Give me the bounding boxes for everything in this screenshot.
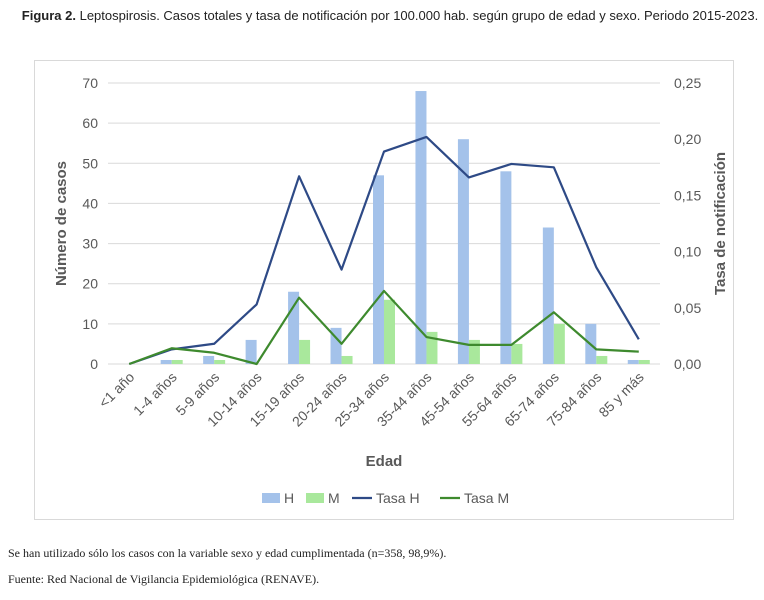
legend-label: M <box>328 490 340 506</box>
y-tick-label: 30 <box>82 236 98 252</box>
bar-M <box>426 331 438 364</box>
x-tick-label: <1 año <box>95 369 137 411</box>
x-tick-label: 1-4 años <box>130 369 180 419</box>
y-tick-label: 50 <box>82 155 98 171</box>
bar-H <box>500 171 512 364</box>
bar-M <box>468 339 480 364</box>
y2-tick-label: 0,10 <box>674 244 701 260</box>
y2-tick-label: 0,20 <box>674 131 701 147</box>
y-axis-title: Número de casos <box>53 161 70 286</box>
y-tick-label: 70 <box>82 75 98 91</box>
legend-swatch <box>306 493 324 503</box>
bar-H <box>330 327 342 364</box>
bar-H <box>288 291 300 364</box>
bar-H <box>160 359 172 364</box>
bar-H <box>203 355 215 364</box>
bar-M <box>299 339 311 364</box>
y2-tick-label: 0,25 <box>674 75 701 91</box>
y-tick-label: 60 <box>82 115 98 131</box>
legend-swatch <box>262 493 280 503</box>
bar-H <box>245 339 257 364</box>
figure-title: Leptospirosis. Casos totales y tasa de n… <box>79 8 759 23</box>
line-tasa-H <box>128 135 640 366</box>
y-tick-label: 40 <box>82 195 98 211</box>
y2-tick-label: 0,15 <box>674 187 701 203</box>
y-tick-label: 0 <box>90 356 98 372</box>
y-tick-label: 20 <box>82 276 98 292</box>
figure-label: Figura 2. <box>21 8 76 23</box>
bar-M <box>596 355 608 364</box>
bar-M <box>638 359 650 364</box>
bar-M <box>511 343 523 364</box>
bar-M <box>553 323 565 364</box>
bar-H <box>627 359 639 364</box>
source-note: Fuente: Red Nacional de Vigilancia Epide… <box>8 572 320 586</box>
legend-label: Tasa H <box>376 490 420 506</box>
bar-H <box>542 227 554 364</box>
bar-H <box>415 91 427 365</box>
bar-M <box>341 355 353 364</box>
bar-M <box>171 359 183 364</box>
y2-tick-label: 0,00 <box>674 356 701 372</box>
footnote: Se han utilizado sólo los casos con la v… <box>8 546 447 560</box>
combo-chart: 0 10 20 30 40 50 60 70 0,00 0,05 0,10 0,15 0,20 0,25 <… <box>53 75 729 506</box>
bar-M <box>384 299 395 364</box>
figure-caption: Figura 2. Leptospirosis. Casos totales y… <box>20 8 760 23</box>
legend-label: Tasa M <box>464 490 509 506</box>
bar-M <box>214 359 226 364</box>
x-axis-title: Edad <box>366 453 403 470</box>
y2-axis-title: Tasa de notificación <box>712 152 729 295</box>
bar-H <box>457 139 469 364</box>
x-tick-label: 85 y más <box>595 369 646 420</box>
line-tasa-M <box>128 289 639 366</box>
y2-tick-label: 0,05 <box>674 300 701 316</box>
y-tick-label: 10 <box>82 316 98 332</box>
bar-H <box>373 175 384 364</box>
legend-label: H <box>284 490 294 506</box>
